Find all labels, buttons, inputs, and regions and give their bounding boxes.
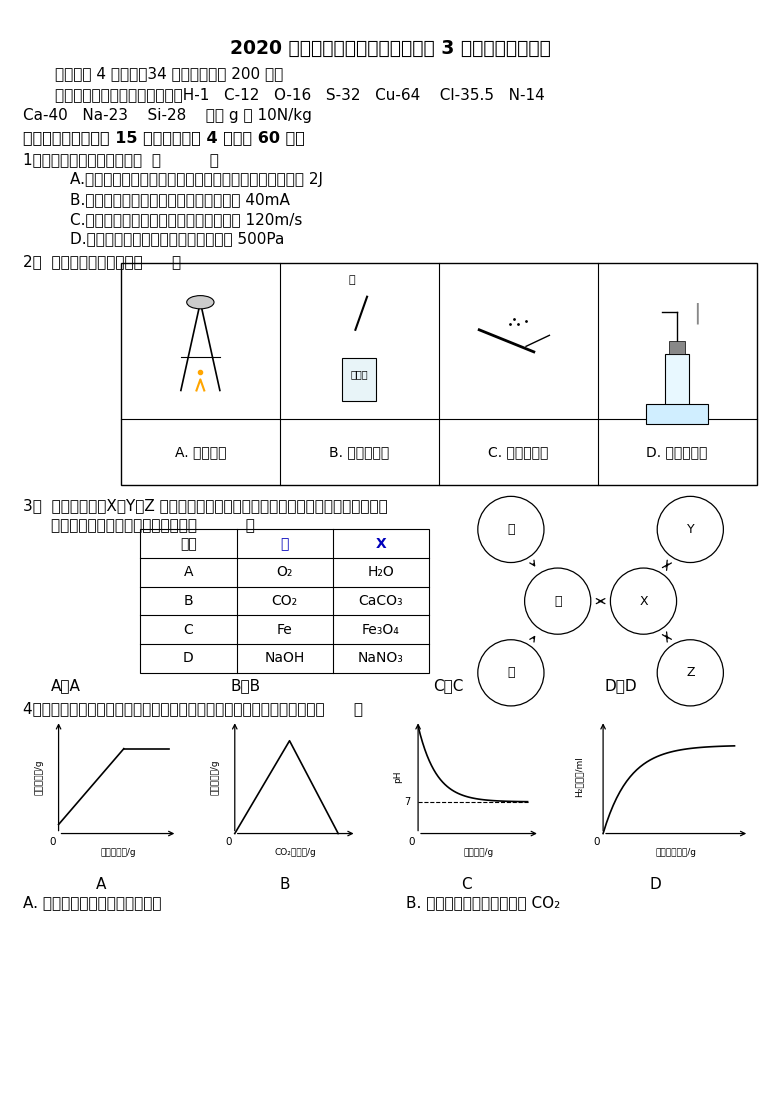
Text: 乙: 乙 <box>507 523 515 536</box>
Ellipse shape <box>611 568 676 634</box>
Ellipse shape <box>525 568 590 634</box>
Text: 化。不符合上述要求的一组物质是（          ）: 化。不符合上述要求的一组物质是（ ） <box>51 518 254 534</box>
Text: D. 检查气密性: D. 检查气密性 <box>647 446 707 459</box>
Text: X: X <box>639 595 648 608</box>
Ellipse shape <box>478 640 544 706</box>
Text: 水的质量/g: 水的质量/g <box>464 848 494 857</box>
Bar <box>140 529 429 673</box>
Text: 0: 0 <box>225 837 232 847</box>
Text: Y: Y <box>686 523 694 536</box>
Text: 甲: 甲 <box>554 595 562 608</box>
FancyBboxPatch shape <box>342 358 377 401</box>
Text: 4、下列图像分别表示四个实验过程中的某些变化情况，其中不正确的是（      ）: 4、下列图像分别表示四个实验过程中的某些变化情况，其中不正确的是（ ） <box>23 702 363 717</box>
Text: O₂: O₂ <box>277 566 292 579</box>
Text: Z: Z <box>686 666 694 679</box>
Text: 甲: 甲 <box>281 537 289 550</box>
Text: CO₂的质量/g: CO₂的质量/g <box>275 848 317 857</box>
Text: 0: 0 <box>594 837 600 847</box>
Text: A. 加热液体: A. 加热液体 <box>175 446 226 459</box>
Text: B．B: B．B <box>230 678 261 694</box>
Text: B: B <box>183 595 193 608</box>
Text: H₂的体积/ml: H₂的体积/ml <box>574 757 583 797</box>
Text: Fe: Fe <box>277 623 292 636</box>
Text: 2、  下列操作不正确的是（      ）: 2、 下列操作不正确的是（ ） <box>23 254 182 269</box>
Text: 2020 学年第二学期九年级科学学科 3 月份独立作业试卷: 2020 学年第二学期九年级科学学科 3 月份独立作业试卷 <box>229 39 551 57</box>
Text: 1、下列估测最接近实际的是  （          ）: 1、下列估测最接近实际的是 （ ） <box>23 152 219 168</box>
Text: 水: 水 <box>348 275 355 286</box>
Bar <box>140 529 429 558</box>
Text: 选项: 选项 <box>180 537 197 550</box>
FancyBboxPatch shape <box>646 404 708 424</box>
Text: Fe₃O₄: Fe₃O₄ <box>362 623 400 636</box>
Text: |: | <box>693 302 700 324</box>
Text: 浓硫酸: 浓硫酸 <box>350 368 368 379</box>
FancyBboxPatch shape <box>665 354 689 407</box>
Ellipse shape <box>658 496 723 563</box>
Text: Ca-40   Na-23    Si-28    本卷 g 取 10N/kg: Ca-40 Na-23 Si-28 本卷 g 取 10N/kg <box>23 108 312 124</box>
Text: B. 往澄清石灰水中通入足量 CO₂: B. 往澄清石灰水中通入足量 CO₂ <box>406 896 560 911</box>
Text: 7: 7 <box>404 796 410 807</box>
Text: C. 取固体粉末: C. 取固体粉末 <box>488 446 548 459</box>
Text: C: C <box>183 623 193 636</box>
Text: C: C <box>461 877 472 892</box>
Text: NaOH: NaOH <box>264 652 305 665</box>
Text: D: D <box>649 877 661 892</box>
Bar <box>121 263 757 485</box>
Text: D.一名中学生站立时对地面的压强约为 500Pa: D.一名中学生站立时对地面的压强约为 500Pa <box>70 232 285 247</box>
Text: 一、选择题（本题共 15 小题，每小题 4 分，共 60 分）: 一、选择题（本题共 15 小题，每小题 4 分，共 60 分） <box>23 130 305 146</box>
Bar <box>669 341 685 354</box>
Text: 丙: 丙 <box>507 666 515 679</box>
Text: 0: 0 <box>49 837 55 847</box>
Text: X: X <box>375 537 386 550</box>
Ellipse shape <box>478 496 544 563</box>
Text: 稀硫酸的质量/g: 稀硫酸的质量/g <box>656 848 697 857</box>
Text: B: B <box>279 877 290 892</box>
Text: A. 往不饱和溶液中加氯化钠固体: A. 往不饱和溶液中加氯化钠固体 <box>23 896 162 911</box>
Text: pH: pH <box>393 771 402 783</box>
Ellipse shape <box>658 640 723 706</box>
Text: NaNO₃: NaNO₃ <box>358 652 404 665</box>
Text: 沉淀的质量/g: 沉淀的质量/g <box>210 759 219 795</box>
Text: D: D <box>183 652 194 665</box>
Text: C．C: C．C <box>433 678 463 694</box>
Text: 溶液的质量/g: 溶液的质量/g <box>34 759 44 795</box>
Text: B.教室里的日光灯正常发光时的电流约为 40mA: B.教室里的日光灯正常发光时的电流约为 40mA <box>70 192 290 207</box>
Text: H₂O: H₂O <box>367 566 394 579</box>
Text: 氯化钠质量/g: 氯化钠质量/g <box>100 848 136 857</box>
Text: D．D: D．D <box>604 678 637 694</box>
Text: 本卷共有 4 个大题，34 个小题，满分 200 分。: 本卷共有 4 个大题，34 个小题，满分 200 分。 <box>55 66 283 82</box>
Text: 3、  甲、乙、丙、X、Y、Z 六种物质间只通过一步反应就能实现如图中箭头所示的转: 3、 甲、乙、丙、X、Y、Z 六种物质间只通过一步反应就能实现如图中箭头所示的转 <box>23 499 388 514</box>
Text: A.将一本掉在地上的物理书拾起放到课桌上所做的功约为 2J: A.将一本掉在地上的物理书拾起放到课桌上所做的功约为 2J <box>70 172 323 188</box>
Text: A: A <box>184 566 193 579</box>
Text: B. 稀释浓硫酸: B. 稀释浓硫酸 <box>329 446 389 459</box>
Text: A: A <box>96 877 107 892</box>
Text: 本卷可能用到的相对原子质量：H-1   C-12   O-16   S-32   Cu-64    Cl-35.5   N-14: 本卷可能用到的相对原子质量：H-1 C-12 O-16 S-32 Cu-64 C… <box>55 87 544 103</box>
Text: CaCO₃: CaCO₃ <box>359 595 403 608</box>
Text: C.高速公路上小汽车的正常行驶速度约为 120m/s: C.高速公路上小汽车的正常行驶速度约为 120m/s <box>70 212 303 227</box>
Text: 0: 0 <box>409 837 415 847</box>
Text: A．A: A．A <box>51 678 80 694</box>
Text: CO₂: CO₂ <box>271 595 298 608</box>
Ellipse shape <box>186 296 214 309</box>
